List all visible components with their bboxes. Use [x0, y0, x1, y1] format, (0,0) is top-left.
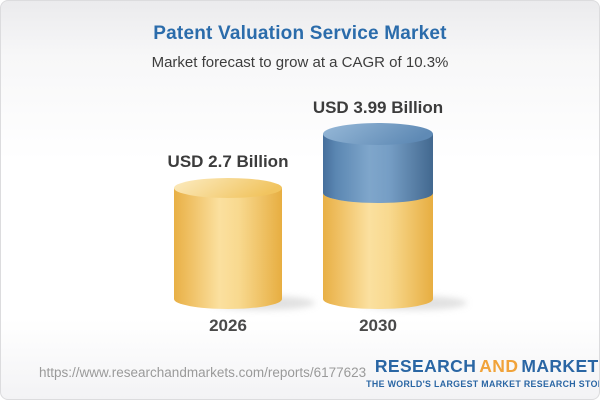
- page-title: Patent Valuation Service Market: [153, 23, 447, 44]
- cylinder-body-growth: [323, 134, 433, 203]
- cylinder-body: [174, 188, 282, 309]
- logo-word-research: RESEARCH: [374, 355, 477, 376]
- cylinder-body-base: [323, 193, 433, 309]
- bar-2030: [323, 123, 467, 310]
- report-url-link[interactable]: https://www.researchandmarkets.com/repor…: [39, 364, 367, 380]
- logo-tagline: THE WORLD'S LARGEST MARKET RESEARCH STOR…: [366, 378, 600, 389]
- category-label-2030: 2030: [359, 316, 397, 335]
- value-label-2030: USD 3.99 Billion: [312, 98, 444, 117]
- logo-wordmark: RESEARCHANDMARKETS: [366, 355, 599, 377]
- footer: https://www.researchandmarkets.com/repor…: [1, 349, 599, 399]
- bar-2026: [174, 178, 315, 310]
- research-and-markets-logo[interactable]: RESEARCHANDMARKETS THE WORLD'S LARGEST M…: [366, 355, 600, 389]
- category-label-2026: 2026: [209, 316, 247, 335]
- logo-word-and: AND: [479, 355, 519, 376]
- page-subtitle: Market forecast to grow at a CAGR of 10.…: [151, 54, 449, 71]
- logo-word-markets: MARKETS: [521, 355, 599, 376]
- cylinder-growth-top: [323, 123, 433, 145]
- cylinder-top: [174, 178, 282, 198]
- value-label-2026: USD 2.7 Billion: [167, 152, 289, 171]
